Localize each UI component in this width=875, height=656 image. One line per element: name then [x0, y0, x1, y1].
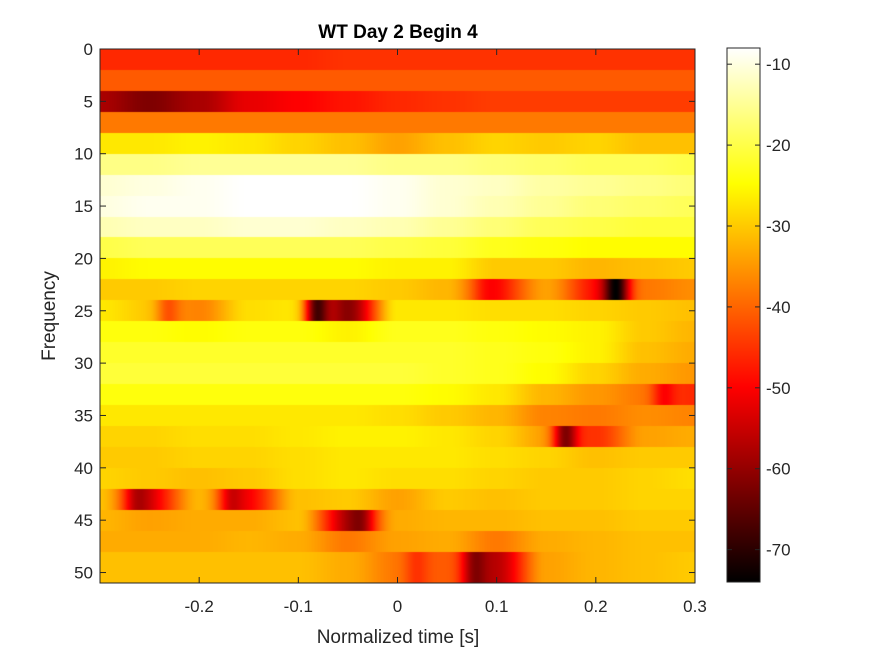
y-tick-label: 40: [74, 459, 93, 478]
x-tick-label: 0.2: [584, 597, 608, 616]
y-axis-label: Frequency: [39, 271, 60, 361]
colorbar-tick-label: -50: [766, 379, 791, 398]
colorbar-tick-label: -10: [766, 55, 791, 74]
y-tick-label: 20: [74, 249, 93, 268]
heatmap-image: [100, 49, 695, 583]
y-tick-label: 30: [74, 354, 93, 373]
y-axis-ticks: 0 5 10 15 20 25 30 35 40 45 50: [74, 40, 695, 583]
colorbar-tick-label: -70: [766, 541, 791, 560]
x-tick-label: 0.3: [683, 597, 707, 616]
y-tick-label: 0: [84, 40, 93, 59]
x-axis-label: Normalized time [s]: [317, 627, 480, 648]
y-tick-label: 25: [74, 302, 93, 321]
colorbar-tick-label: -60: [766, 460, 791, 479]
colorbar-tick-label: -40: [766, 298, 791, 317]
x-axis-ticks: -0.2 -0.1 0 0.1 0.2 0.3: [185, 49, 707, 616]
x-tick-label: 0.1: [485, 597, 509, 616]
x-tick-label: -0.1: [284, 597, 313, 616]
colorbar-ticks: -10 -20 -30 -40 -50 -60 -70: [727, 55, 791, 560]
x-tick-label: -0.2: [185, 597, 214, 616]
chart-title: WT Day 2 Begin 4: [318, 22, 478, 43]
x-tick-label: 0: [393, 597, 402, 616]
colorbar-tick-label: -30: [766, 217, 791, 236]
colorbar-tick-label: -20: [766, 136, 791, 155]
colorbar: -10 -20 -30 -40 -50 -60 -70: [726, 47, 791, 583]
y-tick-label: 5: [84, 92, 93, 111]
y-tick-label: 35: [74, 406, 93, 425]
colorbar-gradient: [727, 48, 760, 582]
y-tick-label: 50: [74, 564, 93, 583]
colorbar-frame: [726, 47, 761, 583]
heatmap-area: [99, 48, 696, 584]
y-tick-label: 10: [74, 145, 93, 164]
y-tick-label: 45: [74, 511, 93, 530]
y-tick-label: 15: [74, 197, 93, 216]
